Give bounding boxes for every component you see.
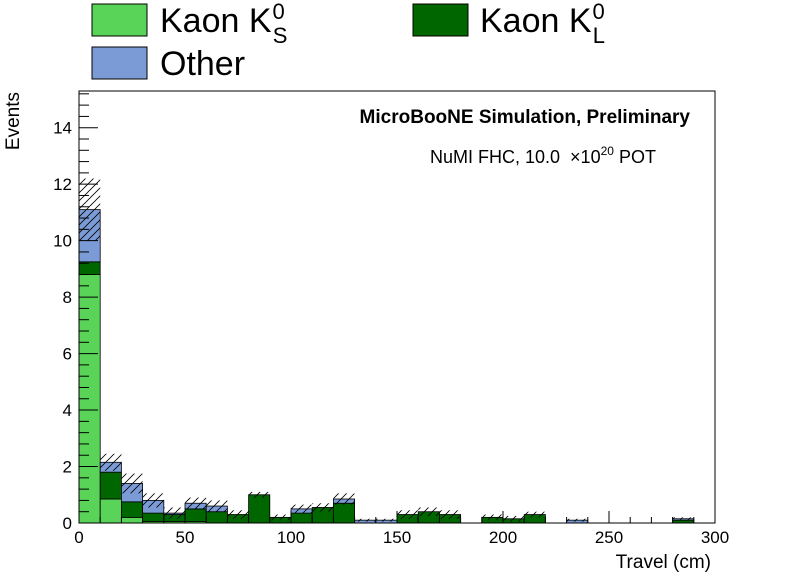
legend-swatch-ks (91, 3, 148, 37)
bar-kl-10 (99, 471, 122, 500)
y-tick-label: 6 (63, 345, 72, 364)
y-tick-label: 14 (53, 119, 72, 138)
uncertainty-band-10 (100, 453, 122, 471)
legend-label-ks: Kaon K0 S (160, 0, 287, 48)
uncertainty-band-130 (354, 518, 376, 522)
uncertainty-band-170 (439, 510, 461, 519)
uncertainty-band-30 (142, 493, 164, 508)
uncertainty-band-60 (206, 500, 228, 512)
chart-annotation-title: MicroBooNE Simulation, Preliminary (360, 107, 691, 128)
y-tick-label: 4 (63, 401, 72, 420)
uncertainty-band (79, 178, 694, 522)
x-tick-label: 100 (277, 528, 305, 547)
legend-label-other: Other (160, 45, 245, 83)
uncertainty-band-120 (333, 493, 355, 505)
legend-swatch-other (91, 46, 148, 80)
y-tick-label: 2 (63, 458, 72, 477)
x-tick-label: 0 (74, 528, 83, 547)
bar-ks-20 (121, 516, 144, 524)
x-tick-label: 300 (701, 528, 729, 547)
uncertainty-band-20 (121, 473, 143, 494)
uncertainty-band-100 (291, 504, 313, 514)
y-tick-label: 8 (63, 288, 72, 307)
axes-ticks: 0 50 100 150 200 250 300 0 2 4 6 8 10 12 14 (53, 93, 729, 547)
uncertainty-band-50 (185, 497, 207, 509)
y-tick-label: 12 (53, 175, 72, 194)
y-tick-label: 0 (63, 514, 72, 533)
bar-kl-20 (121, 501, 144, 518)
uncertainty-band-230 (566, 518, 588, 522)
uncertainty-band-190 (481, 514, 503, 521)
x-axis-title: Travel (cm) (616, 552, 711, 572)
uncertainty-band-80 (248, 491, 270, 498)
uncertainty-band-280 (672, 517, 694, 521)
y-axis-title: Events (3, 92, 24, 150)
uncertainty-band-0 (79, 178, 101, 241)
uncertainty-band-200 (503, 515, 525, 522)
chart-annotation-exposure: NuMI FHC, 10.0 ×1020 POT (430, 144, 656, 167)
x-tick-label: 50 (176, 528, 195, 547)
uncertainty-band-70 (227, 510, 249, 519)
legend-swatch-kl (412, 3, 469, 37)
uncertainty-band-140 (375, 518, 397, 522)
x-tick-label: 200 (489, 528, 517, 547)
uncertainty-band-210 (524, 511, 546, 518)
bar-kl-100 (290, 512, 313, 524)
bar-kl-80 (248, 494, 271, 524)
bar-kl-60 (205, 511, 228, 524)
bars-layer (78, 209, 695, 524)
uncertainty-band-110 (312, 503, 334, 512)
uncertainty-band-160 (418, 507, 440, 516)
uncertainty-band-40 (163, 507, 185, 519)
legend: Kaon K0 S Kaon K0 L Other (91, 0, 605, 83)
bar-kl-120 (332, 502, 355, 524)
bar-ks-10 (99, 498, 122, 524)
x-tick-label: 250 (595, 528, 623, 547)
y-tick-label: 10 (53, 232, 72, 251)
x-tick-label: 150 (383, 528, 411, 547)
legend-label-kl: Kaon K0 L (480, 0, 605, 48)
bar-kl-50 (184, 508, 207, 522)
bar-kl-30 (142, 512, 165, 522)
uncertainty-band-150 (397, 510, 419, 519)
uncertainty-band-90 (269, 514, 291, 521)
